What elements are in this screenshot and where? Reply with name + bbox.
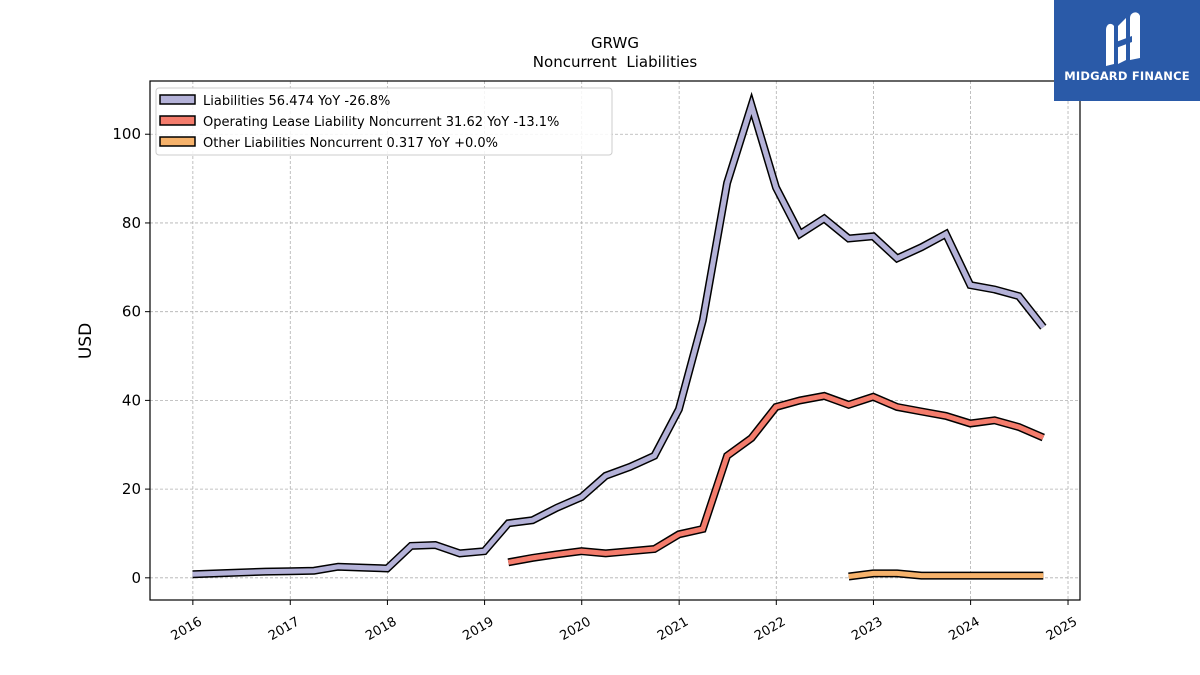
plot-frame: [149, 80, 1081, 601]
y-tick-label: 0: [131, 569, 141, 587]
legend-label: Other Liabilities Noncurrent 0.317 YoY +…: [203, 136, 498, 151]
x-tick-label: 2023: [849, 614, 885, 644]
series-line-outline: [192, 91, 1047, 579]
x-tick-label: 2018: [363, 614, 399, 644]
y-axis-label: USD: [76, 323, 96, 359]
brand-logo: MIDGARD FINANCE: [1054, 0, 1200, 101]
legend-item: Other Liabilities Noncurrent 0.317 YoY +…: [159, 136, 498, 151]
legend-label: Liabilities 56.474 YoY -26.8%: [203, 94, 390, 109]
brand-logo-text: MIDGARD FINANCE: [1064, 69, 1190, 83]
x-tick-label: 2016: [169, 614, 205, 644]
series-0: [192, 91, 1047, 579]
series-layer: [192, 91, 1047, 581]
chart-subtitle: Noncurrent Liabilities: [533, 53, 698, 71]
x-axis: 2016 2017 2018 2019 2020 2021 2022 2023 2024 2025: [169, 600, 1080, 644]
x-tick-label: 2022: [752, 614, 788, 644]
series-line: [192, 96, 1046, 577]
y-tick-label: 100: [112, 125, 141, 143]
legend-swatch: [159, 115, 196, 126]
x-tick-label: 2020: [558, 614, 594, 644]
legend-item: Liabilities 56.474 YoY -26.8%: [159, 94, 390, 109]
y-axis: 0 20 40 60 80 100: [112, 125, 150, 587]
x-tick-label: 2025: [1044, 614, 1080, 644]
legend-box: [155, 87, 613, 156]
x-tick-label: 2019: [460, 614, 496, 644]
legend-swatch: [159, 94, 196, 105]
series-line: [848, 570, 1044, 579]
y-tick-label: 40: [122, 391, 141, 409]
x-tick-label: 2024: [946, 614, 982, 644]
series-line: [507, 393, 1045, 565]
legend: Liabilities 56.474 YoY -26.8% Operating L…: [155, 87, 613, 156]
legend-label: Operating Lease Liability Noncurrent 31.…: [203, 115, 559, 130]
grid: [150, 81, 1080, 600]
legend-item: Operating Lease Liability Noncurrent 31.…: [159, 115, 559, 130]
series-2: [848, 569, 1044, 581]
x-tick-label: 2017: [266, 614, 302, 644]
series-1: [507, 391, 1045, 567]
chart-title: GRWG: [591, 34, 639, 52]
y-tick-label: 80: [122, 214, 141, 232]
midgard-logo-icon: [1106, 12, 1140, 66]
y-tick-label: 60: [122, 303, 141, 321]
legend-swatch: [159, 136, 196, 147]
x-tick-label: 2021: [655, 614, 691, 644]
y-tick-label: 20: [122, 480, 141, 498]
